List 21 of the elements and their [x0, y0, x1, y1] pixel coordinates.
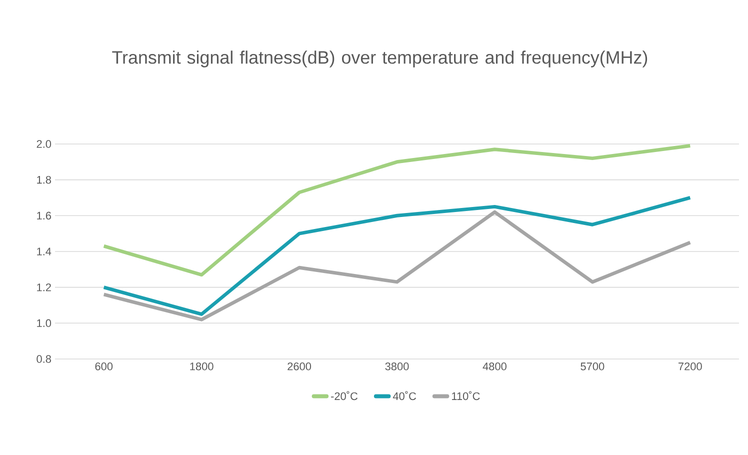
y-tick-label: 1.6	[37, 212, 52, 220]
y-tick-label: 1.0	[37, 319, 52, 328]
y-tick-label: 0.8	[36, 355, 52, 363]
x-tick-label: 3800	[385, 362, 409, 370]
y-tick-label: 1.2	[37, 284, 51, 292]
x-tick-label: 7200	[678, 362, 702, 370]
x-tick-label: 2600	[288, 362, 312, 370]
legend-label: -20˚C	[331, 391, 358, 400]
line-series	[102, 210, 692, 322]
legend-label: 110˚C	[452, 391, 480, 400]
line-series	[102, 144, 692, 277]
legend-label: 40˚C	[392, 391, 416, 400]
y-tick-label: 1.8	[37, 176, 52, 184]
y-tick-label: 1.4	[37, 248, 52, 256]
y-tick-label: 2.0	[36, 140, 52, 148]
line-series	[102, 196, 692, 316]
x-tick-label: 5700	[580, 362, 604, 370]
x-tick-label: 4800	[482, 362, 506, 370]
x-tick-label: 600	[95, 362, 113, 370]
chart-title: Transmit signal flatness(dB) over temperature and frequency(MHz)	[112, 50, 648, 68]
x-tick-label: 1800	[190, 362, 214, 370]
